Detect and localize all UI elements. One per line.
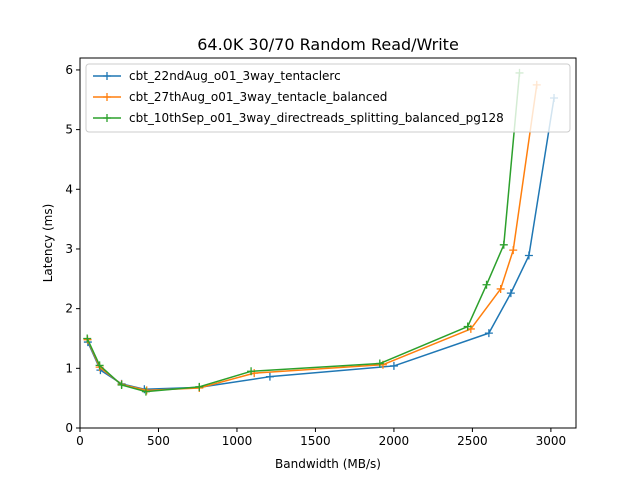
x-tick-label: 2500 (457, 434, 488, 448)
x-axis-label: Bandwidth (MB/s) (275, 457, 381, 471)
chart-legend: cbt_22ndAug_o01_3way_tentaclerc cbt_27thA… (85, 63, 571, 133)
x-axis-ticks: 0 500 1000 1500 2000 2500 3000 (76, 428, 566, 448)
series-1-point (265, 372, 274, 381)
y-axis-label: Latency (ms) (41, 204, 55, 283)
series-3-point (117, 381, 126, 390)
x-tick-label: 1000 (222, 434, 253, 448)
series-1-point (506, 289, 515, 298)
series-3-point (499, 240, 508, 249)
series-2-point (496, 284, 505, 293)
x-tick-label: 500 (147, 434, 170, 448)
series-3-point (195, 382, 204, 391)
series-3-point (463, 322, 472, 331)
chart-title: 64.0K 30/70 Random Read/Write (197, 35, 459, 54)
x-tick-label: 0 (76, 434, 84, 448)
legend-marker (103, 93, 111, 101)
legend-marker (103, 72, 111, 80)
series-line-1 (87, 97, 555, 390)
series-3-point (375, 359, 384, 368)
y-tick-label: 6 (65, 63, 73, 77)
legend-label: cbt_10thSep_o01_3way_directreads_splitti… (129, 111, 504, 125)
x-tick-label: 1500 (300, 434, 331, 448)
y-tick-label: 0 (65, 421, 73, 435)
y-tick-label: 2 (65, 302, 73, 316)
legend-label: cbt_27thAug_o01_3way_tentacle_balanced (129, 90, 387, 104)
series-3-point (83, 334, 92, 343)
legend-label: cbt_22ndAug_o01_3way_tentaclerc (129, 69, 341, 83)
y-tick-label: 4 (65, 182, 73, 196)
y-axis-ticks: 0 1 2 3 4 5 6 (65, 63, 80, 435)
y-tick-label: 3 (65, 242, 73, 256)
legend-marker (103, 114, 111, 122)
y-tick-label: 1 (65, 361, 73, 375)
series-1-point (389, 361, 398, 370)
x-tick-label: 2000 (379, 434, 410, 448)
legend-box (85, 63, 571, 133)
series-3-point (141, 387, 150, 396)
series-1-point (484, 329, 493, 338)
plot-frame (79, 57, 577, 429)
x-tick-label: 3000 (536, 434, 567, 448)
y-tick-label: 5 (65, 123, 73, 137)
series-3-point (247, 367, 256, 376)
series-1-point (524, 251, 533, 260)
series-2-point (509, 246, 518, 255)
series-3-point (95, 361, 104, 370)
series-3-point (482, 280, 491, 289)
